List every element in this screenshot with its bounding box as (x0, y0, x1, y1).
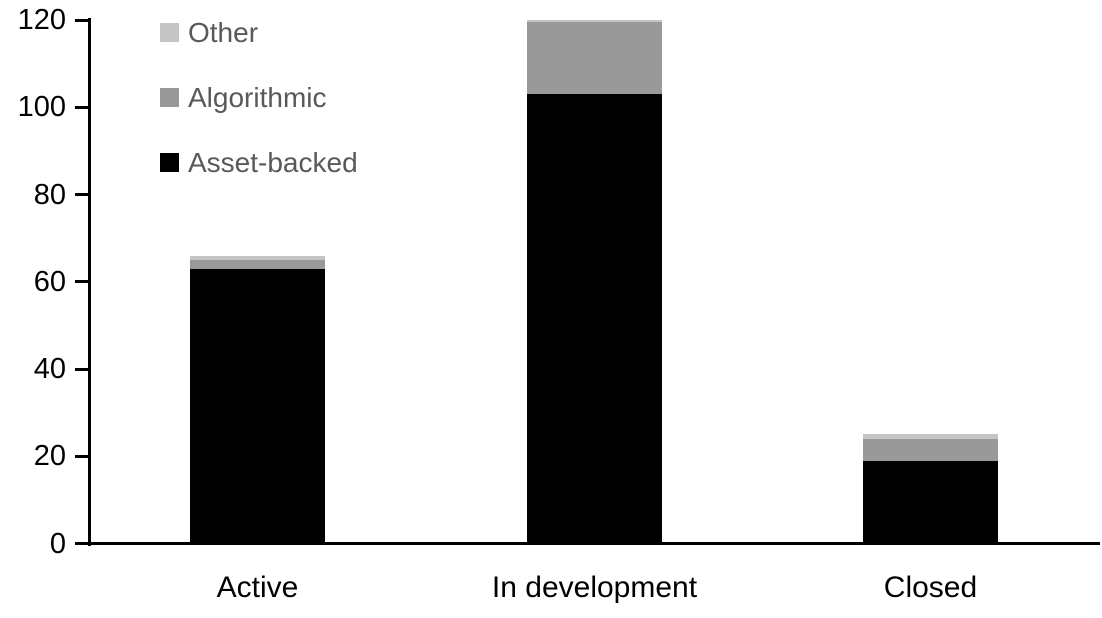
y-tick-label: 120 (17, 4, 66, 36)
y-axis-tick (75, 105, 91, 109)
y-tick-label: 80 (33, 178, 66, 211)
bar-segment-asset-backed (863, 460, 998, 544)
y-axis-tick (75, 193, 91, 196)
y-tick-label: 20 (33, 440, 66, 473)
x-tick-label: Active (216, 571, 299, 604)
bar-segment-algorithmic (863, 438, 998, 461)
x-axis-line (75, 542, 1100, 545)
y-tick-label: 40 (33, 353, 66, 385)
y-axis-tick (75, 280, 91, 284)
legend-label: Asset-backed (188, 147, 358, 178)
x-tick-label: In development (491, 571, 698, 604)
y-tick-label: 60 (33, 265, 66, 298)
bar-segment-asset-backed (527, 94, 662, 544)
legend-swatch-icon (160, 88, 179, 107)
bar-segment-asset-backed (190, 268, 325, 544)
legend-label: Algorithmic (188, 82, 327, 113)
bar-segment-other (190, 255, 325, 260)
y-axis-tick (75, 367, 91, 371)
legend-swatch-icon (160, 153, 179, 172)
bar-segment-other (527, 20, 662, 23)
y-tick-label: 100 (17, 91, 66, 124)
bar-segment-other (863, 434, 998, 439)
y-tick-label: 0 (49, 527, 66, 560)
y-axis-line (88, 18, 91, 546)
legend-swatch-icon (160, 23, 179, 42)
bar-segment-algorithmic (527, 22, 662, 95)
y-axis-tick (75, 454, 91, 458)
legend-label: Other (188, 17, 259, 48)
x-tick-label: Closed (883, 571, 978, 604)
y-axis-tick (75, 18, 91, 22)
bar-segment-algorithmic (190, 259, 325, 269)
